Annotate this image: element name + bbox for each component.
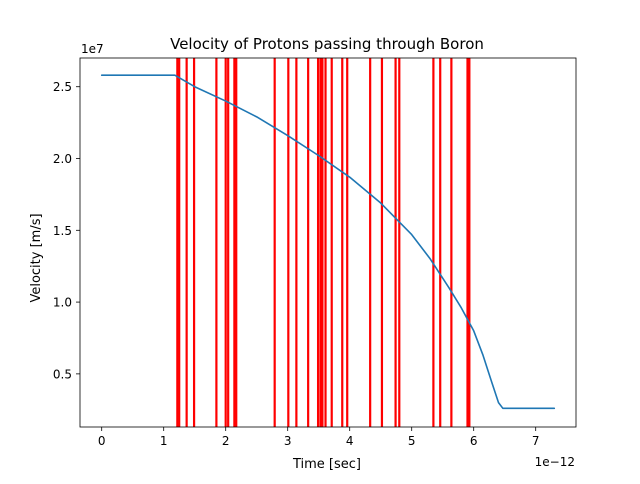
x-tick-label: 3 — [284, 434, 292, 448]
x-tick-label: 2 — [222, 434, 230, 448]
series-layer — [100, 74, 556, 410]
y-axis-offset-label: 1e7 — [81, 42, 104, 56]
y-axis-label: Velocity [m/s] — [29, 213, 44, 302]
x-tick-label: 7 — [532, 434, 540, 448]
x-tick-label: 4 — [346, 434, 354, 448]
x-tick-label: 1 — [160, 434, 168, 448]
x-tick-label: 5 — [408, 434, 416, 448]
y-tick-label: 1.0 — [53, 296, 72, 310]
y-axis-ticks: 0.5 1.0 1.5 2.0 2.5 — [53, 80, 80, 381]
y-tick-label: 1.5 — [53, 224, 72, 238]
y-tick-label: 2.5 — [53, 80, 72, 94]
x-tick-label: 0 — [98, 434, 106, 448]
velocity-series-line — [100, 74, 556, 410]
x-tick-label: 6 — [470, 434, 478, 448]
y-tick-label: 2.0 — [53, 152, 72, 166]
chart-title: Velocity of Protons passing through Boro… — [170, 35, 484, 53]
x-axis-ticks: 0 1 2 3 4 5 6 7 — [98, 427, 540, 448]
axes-frame — [79, 57, 577, 428]
x-axis-offset-label: 1e−12 — [535, 455, 575, 469]
x-axis-label: Time [sec] — [292, 457, 361, 472]
vertical-markers — [176, 58, 471, 427]
y-tick-label: 0.5 — [53, 367, 72, 381]
